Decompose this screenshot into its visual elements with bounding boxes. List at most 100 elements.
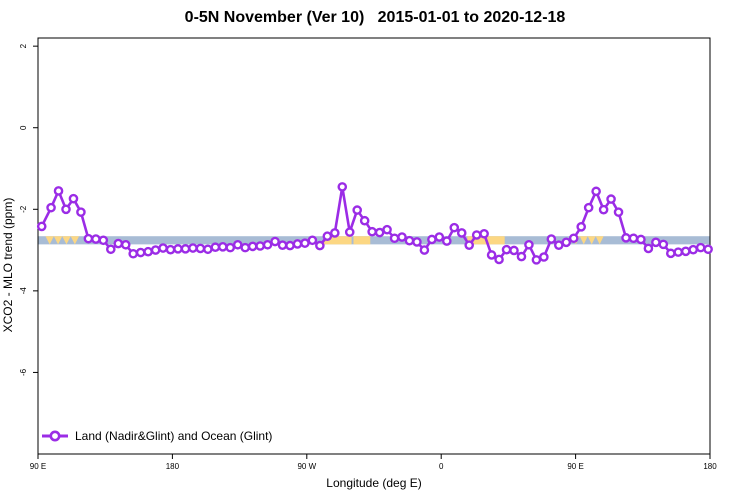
x-axis-label: Longitude (deg E) — [326, 476, 422, 490]
data-point — [412, 237, 422, 247]
data-point — [568, 233, 579, 244]
data-point — [180, 244, 191, 254]
data-point — [695, 242, 706, 253]
data-point — [382, 224, 392, 235]
ocean-band — [38, 236, 710, 245]
data-point — [61, 204, 71, 215]
data-point — [703, 244, 713, 255]
data-point — [195, 243, 206, 254]
y-tick-label: -6 — [19, 368, 28, 376]
data-point — [232, 239, 243, 250]
data-point — [486, 250, 497, 260]
data-point — [150, 245, 161, 255]
data-point — [337, 182, 348, 192]
data-point — [158, 243, 168, 253]
data-point — [516, 251, 527, 262]
plot-frame — [37, 37, 711, 455]
data-point — [247, 241, 258, 252]
data-point — [471, 230, 482, 240]
land-band-segment — [62, 236, 71, 245]
data-point — [36, 221, 47, 232]
data-point — [53, 186, 64, 196]
data-point — [658, 239, 669, 250]
data-point — [666, 248, 676, 259]
data-point — [315, 240, 325, 251]
x-tick-label: 90 E — [567, 462, 583, 471]
x-tick-label: 180 — [166, 462, 180, 471]
data-point — [277, 240, 288, 250]
data-point — [509, 245, 519, 256]
data-point — [322, 231, 333, 242]
land-band-segment — [595, 236, 604, 245]
data-point — [300, 238, 310, 248]
data-point — [554, 240, 564, 250]
data-point — [628, 233, 639, 244]
land-band-segment — [587, 236, 596, 245]
data-point — [255, 241, 265, 251]
data-point — [576, 222, 587, 232]
data-point — [434, 232, 445, 242]
data-point — [143, 246, 153, 257]
y-tick-label: 2 — [19, 43, 28, 48]
chart-title: 0-5N November (Ver 10) 2015-01-01 to 202… — [184, 9, 566, 26]
data-point — [128, 248, 138, 259]
land-band-segment — [45, 236, 54, 245]
data-point — [76, 207, 86, 217]
data-point — [329, 228, 340, 238]
data-point — [651, 237, 661, 248]
data-point — [46, 202, 56, 213]
data-point — [292, 239, 303, 249]
data-point — [352, 205, 363, 215]
data-point — [680, 246, 691, 257]
data-point — [374, 227, 385, 238]
data-point — [285, 240, 295, 251]
data-point — [636, 234, 646, 245]
data-point — [91, 234, 101, 244]
land-band-segment — [353, 236, 371, 245]
land-band-segment — [323, 236, 352, 245]
x-tick-label: 90 E — [30, 462, 46, 471]
data-point — [621, 233, 631, 243]
data-point — [501, 244, 512, 255]
data-point — [419, 245, 430, 255]
data-point — [307, 235, 318, 246]
data-point — [606, 194, 616, 204]
data-point — [135, 247, 146, 258]
data-point — [524, 239, 534, 250]
x-tick-label: 90 W — [297, 462, 316, 471]
data-point — [456, 228, 467, 238]
x-tick-label: 180 — [703, 462, 717, 471]
data-point — [270, 236, 280, 247]
data-point — [120, 239, 131, 250]
data-point — [240, 242, 250, 253]
land-band-segment — [579, 236, 588, 245]
data-point — [613, 207, 624, 217]
data-point — [68, 193, 79, 204]
data-point — [479, 228, 489, 239]
data-point — [404, 235, 415, 246]
data-point — [494, 254, 504, 265]
data-point — [210, 242, 221, 253]
y-tick-label: -4 — [19, 287, 28, 295]
y-tick-label: -2 — [19, 205, 28, 213]
data-point — [225, 242, 236, 253]
data-point — [217, 242, 228, 252]
data-point — [367, 226, 377, 237]
data-point — [583, 202, 594, 213]
data-point — [643, 243, 654, 254]
y-tick-label: 0 — [19, 125, 28, 130]
data-point — [441, 236, 452, 246]
legend-label: Land (Nadir&Glint) and Ocean (Glint) — [75, 429, 273, 443]
legend: Land (Nadir&Glint) and Ocean (Glint) — [42, 428, 272, 444]
data-point — [173, 244, 183, 254]
data-point — [203, 244, 213, 255]
data-point — [449, 222, 460, 233]
data-point — [546, 234, 557, 244]
data-point — [427, 234, 437, 245]
data-point — [188, 243, 198, 253]
data-point — [531, 255, 542, 265]
data-point — [464, 240, 475, 250]
data-point — [389, 233, 400, 244]
data-point — [113, 238, 124, 249]
